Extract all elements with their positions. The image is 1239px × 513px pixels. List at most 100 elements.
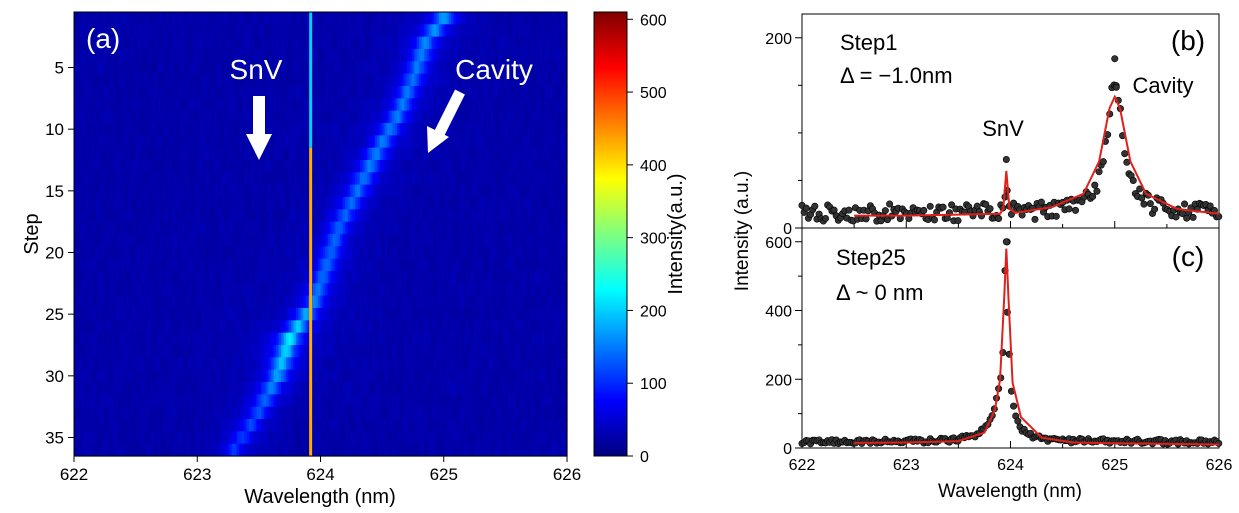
heatmap-cell xyxy=(458,123,462,136)
heatmap-cell xyxy=(542,184,546,198)
heatmap-cell xyxy=(226,147,230,161)
heatmap-cell xyxy=(175,246,179,260)
heatmap-cell xyxy=(534,110,539,124)
heatmap-cell xyxy=(155,295,159,309)
heatmap-cell xyxy=(436,209,440,223)
heatmap-cell xyxy=(443,135,447,149)
heatmap-cell xyxy=(332,36,336,50)
heatmap-cell xyxy=(150,246,154,260)
heatmap-cell xyxy=(320,123,324,136)
heatmap-cell xyxy=(394,86,398,99)
heatmap-cell xyxy=(404,36,408,50)
heatmap-cell xyxy=(263,147,267,161)
heatmap-cell xyxy=(411,98,415,112)
heatmap-cell xyxy=(145,49,149,62)
heatmap-cell xyxy=(209,221,213,235)
heatmap-cell xyxy=(517,295,521,309)
heatmap-cell xyxy=(379,160,383,173)
heatmap-cell xyxy=(118,12,122,25)
heatmap-cell xyxy=(258,36,262,50)
heatmap-cell xyxy=(106,209,110,223)
heatmap-cell xyxy=(337,271,341,284)
heatmap-cell xyxy=(138,271,142,284)
heatmap-cell xyxy=(273,271,277,284)
heatmap-cell xyxy=(91,209,95,223)
heatmap-cell xyxy=(355,308,359,321)
heatmap-cell xyxy=(500,49,504,62)
heatmap-cell xyxy=(147,135,152,149)
heatmap-cell xyxy=(93,221,97,235)
heatmap-cell xyxy=(510,86,514,99)
heatmap-cell xyxy=(103,295,107,309)
heatmap-cell xyxy=(389,160,393,173)
heatmap-cell xyxy=(497,197,502,210)
heatmap-cell xyxy=(88,184,92,198)
heatmap-cell xyxy=(520,295,524,309)
heatmap-cell xyxy=(502,184,506,198)
heatmap-cell xyxy=(473,295,477,309)
heatmap-cell xyxy=(362,234,366,247)
heatmap-cell xyxy=(382,283,386,297)
heatmap-cell xyxy=(128,283,132,297)
heatmap-cell xyxy=(204,160,208,173)
heatmap-cell xyxy=(231,73,235,87)
heatmap-cell xyxy=(135,283,139,297)
heatmap-cell xyxy=(251,295,255,309)
heatmap-cell xyxy=(382,184,386,198)
heatmap-cell xyxy=(91,234,95,247)
heatmap-cell xyxy=(226,24,230,38)
heatmap-cell xyxy=(552,172,556,186)
heatmap-cell xyxy=(199,147,203,161)
heatmap-cell xyxy=(180,271,184,284)
heatmap-cell xyxy=(300,49,304,62)
heatmap-cell xyxy=(342,209,346,223)
heatmap-cell xyxy=(554,49,558,62)
heatmap-cell xyxy=(337,36,341,50)
heatmap-cell xyxy=(542,61,546,75)
heatmap-cell xyxy=(96,283,100,297)
heatmap-cell xyxy=(155,209,159,223)
heatmap-cell xyxy=(172,197,176,210)
heatmap-cell xyxy=(414,172,418,186)
heatmap-cell xyxy=(493,258,497,272)
heatmap-cell xyxy=(559,160,563,173)
heatmap-cell xyxy=(300,308,304,321)
heatmap-cell xyxy=(379,147,383,161)
heatmap-cell xyxy=(480,98,484,112)
heatmap-cell xyxy=(552,36,556,50)
heatmap-cell xyxy=(421,160,425,173)
heatmap-cell xyxy=(234,36,238,50)
heatmap-cell xyxy=(221,271,225,284)
heatmap-cell xyxy=(416,308,420,321)
heatmap-cell xyxy=(98,73,102,87)
heatmap-cell xyxy=(115,172,119,186)
heatmap-cell xyxy=(78,135,82,149)
heatmap-cell xyxy=(495,234,499,247)
heatmap-cell xyxy=(332,86,336,99)
heatmap-cell xyxy=(128,295,132,309)
heatmap-cell xyxy=(562,209,566,223)
heatmap-cell xyxy=(428,49,433,62)
heatmap-cell xyxy=(130,234,134,247)
heatmap-cell xyxy=(488,295,492,309)
heatmap-cell xyxy=(350,110,354,124)
heatmap-cell xyxy=(239,283,243,297)
heatmap-cell xyxy=(345,295,349,309)
heatmap-cell xyxy=(320,135,324,149)
heatmap-cell xyxy=(231,308,235,321)
heatmap-cell xyxy=(453,12,457,25)
heatmap-cell xyxy=(443,49,447,62)
heatmap-cell xyxy=(285,61,290,75)
heatmap-cell xyxy=(167,36,171,50)
heatmap-cell xyxy=(276,246,280,260)
heatmap-cell xyxy=(271,123,275,136)
heatmap-cell xyxy=(557,36,561,50)
heatmap-cell xyxy=(224,98,228,112)
heatmap-cell xyxy=(160,135,164,149)
heatmap-cell xyxy=(192,123,196,136)
heatmap-cell xyxy=(110,258,115,272)
heatmap-cell xyxy=(184,234,188,247)
heatmap-cell xyxy=(446,209,450,223)
heatmap-cell xyxy=(387,36,391,50)
heatmap-cell xyxy=(468,197,472,210)
